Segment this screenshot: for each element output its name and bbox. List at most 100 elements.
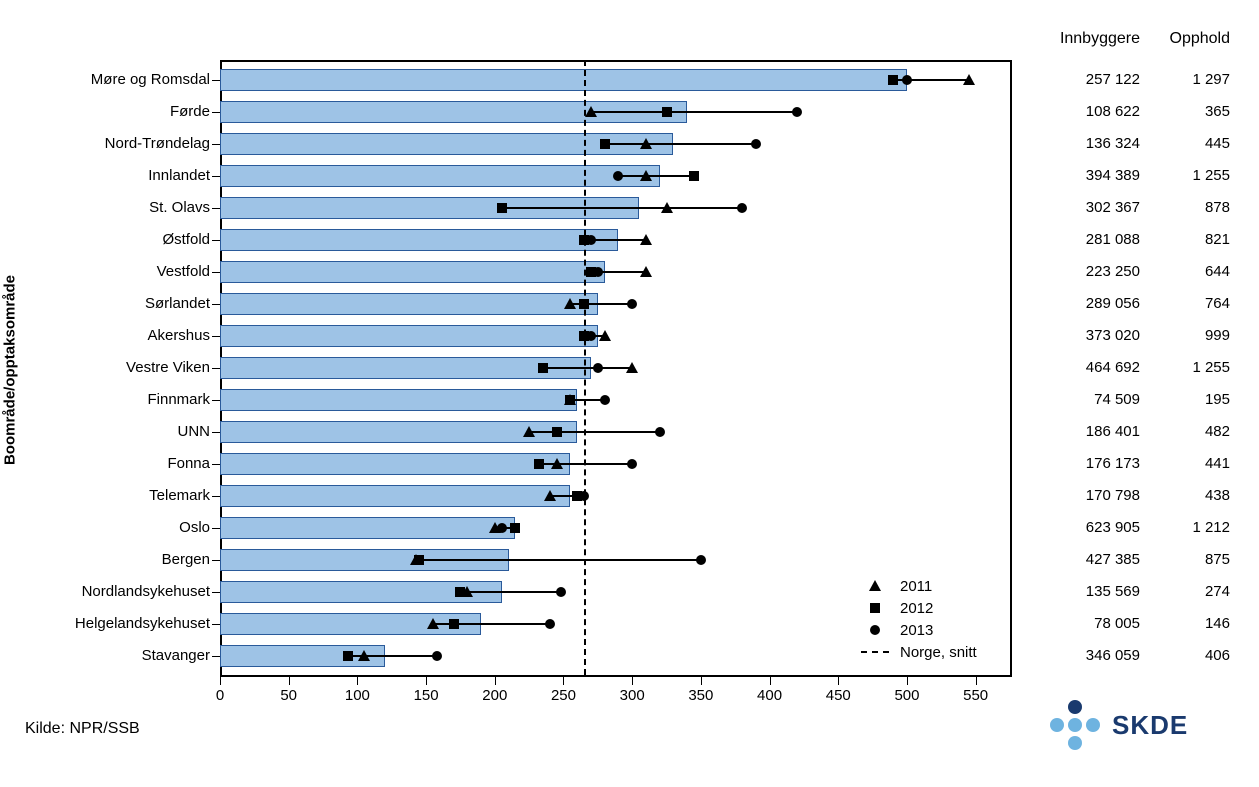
marker-2013 <box>591 336 603 348</box>
x-tick-label: 200 <box>482 687 507 704</box>
marker-2011 <box>433 624 445 636</box>
bar-zone <box>220 226 1010 254</box>
skde-logo: SKDE <box>1050 700 1188 750</box>
marker-2013 <box>591 240 603 252</box>
marker-2011 <box>529 432 541 444</box>
square-icon <box>850 601 900 615</box>
circle-icon <box>850 623 900 637</box>
marker-2013 <box>797 112 809 124</box>
marker-2013 <box>437 656 449 668</box>
table-row: Nord-Trøndelag136 324445 <box>20 130 1239 158</box>
x-tick <box>495 677 496 685</box>
marker-2011 <box>646 240 658 252</box>
bar <box>220 261 605 283</box>
marker-2011 <box>632 368 644 380</box>
marker-2011 <box>550 496 562 508</box>
marker-2012 <box>515 528 527 540</box>
marker-2012 <box>419 560 431 572</box>
marker-2011 <box>557 464 569 476</box>
row-label: Telemark <box>20 482 210 510</box>
bar-zone <box>220 258 1010 286</box>
value-innbyggere: 623 905 <box>1040 514 1140 542</box>
value-opphold: 441 <box>1160 450 1230 478</box>
marker-2013 <box>561 592 573 604</box>
row-label: Vestre Viken <box>20 354 210 382</box>
marker-2011 <box>646 144 658 156</box>
marker-2013 <box>660 432 672 444</box>
y-axis-label: Boområde/opptaksområde <box>2 275 19 465</box>
header-innbyggere: Innbyggere <box>1040 30 1140 48</box>
x-tick-label: 0 <box>216 687 224 704</box>
bar-zone <box>220 130 1010 158</box>
marker-2012 <box>460 592 472 604</box>
x-tick <box>838 677 839 685</box>
logo-text: SKDE <box>1112 710 1188 741</box>
y-tick <box>212 368 220 369</box>
value-innbyggere: 74 509 <box>1040 386 1140 414</box>
row-label: Nord-Trøndelag <box>20 130 210 158</box>
x-tick <box>289 677 290 685</box>
legend-2013: 2013 <box>850 619 977 641</box>
average-line <box>584 60 586 675</box>
y-tick <box>212 336 220 337</box>
value-opphold: 875 <box>1160 546 1230 574</box>
value-opphold: 821 <box>1160 226 1230 254</box>
value-innbyggere: 346 059 <box>1040 642 1140 670</box>
table-row: Akershus373 020999 <box>20 322 1239 350</box>
bar-zone <box>220 162 1010 190</box>
x-tick-label: 550 <box>963 687 988 704</box>
table-row: Møre og Romsdal257 1221 297 <box>20 66 1239 94</box>
marker-2011 <box>605 336 617 348</box>
y-tick <box>212 144 220 145</box>
marker-2013 <box>632 304 644 316</box>
marker-range-line <box>529 431 660 433</box>
x-tick <box>701 677 702 685</box>
y-tick <box>212 560 220 561</box>
marker-2013 <box>907 80 919 92</box>
marker-2013 <box>618 176 630 188</box>
legend-2012: 2012 <box>850 597 977 619</box>
bar <box>220 485 570 507</box>
value-innbyggere: 186 401 <box>1040 418 1140 446</box>
x-tick <box>563 677 564 685</box>
y-tick <box>212 656 220 657</box>
table-row: Vestre Viken464 6921 255 <box>20 354 1239 382</box>
marker-2013 <box>756 144 768 156</box>
marker-range-line <box>543 367 632 369</box>
value-innbyggere: 223 250 <box>1040 258 1140 286</box>
row-label: Sørlandet <box>20 290 210 318</box>
row-label: Stavanger <box>20 642 210 670</box>
value-innbyggere: 302 367 <box>1040 194 1140 222</box>
value-innbyggere: 427 385 <box>1040 546 1140 574</box>
row-label: Finnmark <box>20 386 210 414</box>
x-tick <box>976 677 977 685</box>
value-opphold: 644 <box>1160 258 1230 286</box>
y-tick <box>212 432 220 433</box>
x-tick <box>770 677 771 685</box>
row-label: Vestfold <box>20 258 210 286</box>
triangle-icon <box>850 579 900 593</box>
value-opphold: 1 255 <box>1160 162 1230 190</box>
value-innbyggere: 394 389 <box>1040 162 1140 190</box>
value-opphold: 1 297 <box>1160 66 1230 94</box>
marker-2011 <box>646 272 658 284</box>
y-tick <box>212 80 220 81</box>
marker-2012 <box>570 400 582 412</box>
table-row: Nordlandsykehuset135 569274 <box>20 578 1239 606</box>
y-tick <box>212 624 220 625</box>
row-label: St. Olavs <box>20 194 210 222</box>
bar <box>220 325 598 347</box>
row-label: Førde <box>20 98 210 126</box>
marker-2012 <box>667 112 679 124</box>
y-tick <box>212 176 220 177</box>
bar-zone <box>220 418 1010 446</box>
value-innbyggere: 136 324 <box>1040 130 1140 158</box>
table-row: Oslo623 9051 212 <box>20 514 1239 542</box>
bar-zone <box>220 386 1010 414</box>
marker-2012 <box>502 208 514 220</box>
bar <box>220 165 660 187</box>
value-opphold: 406 <box>1160 642 1230 670</box>
marker-2012 <box>348 656 360 668</box>
x-tick <box>357 677 358 685</box>
bar-zone <box>220 482 1010 510</box>
